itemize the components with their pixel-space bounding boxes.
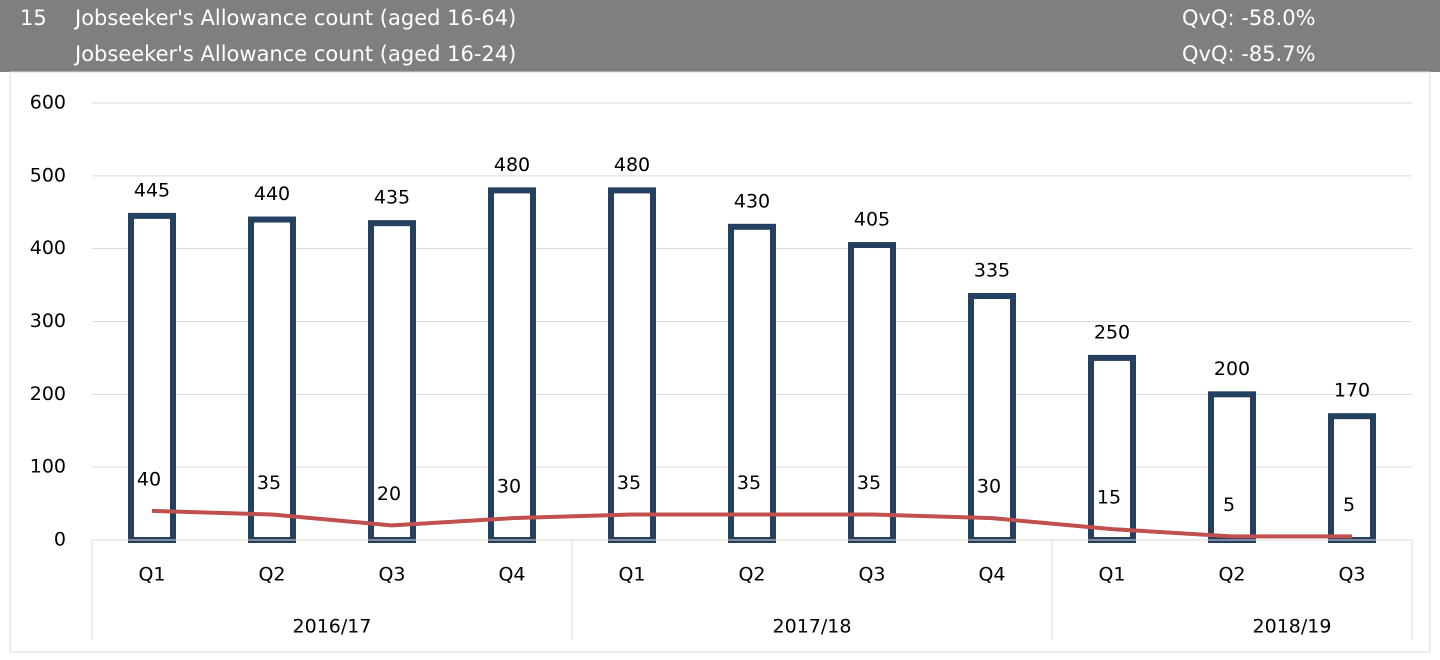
x-tick-label: Q2 bbox=[738, 564, 765, 586]
x-tick-label: Q1 bbox=[1098, 564, 1125, 586]
header-bar bbox=[0, 0, 1440, 72]
y-tick-label: 300 bbox=[30, 310, 66, 332]
header: 15 Jobseeker's Allowance count (aged 16-… bbox=[20, 6, 1316, 66]
bar bbox=[488, 187, 536, 543]
x-tick-label: Q1 bbox=[138, 564, 165, 586]
bar bbox=[848, 242, 896, 543]
line-label: 20 bbox=[377, 483, 401, 505]
line bbox=[151, 508, 1352, 539]
line-label: 30 bbox=[497, 476, 521, 498]
bar-label: 445 bbox=[134, 179, 170, 201]
y-tick-label: 200 bbox=[30, 383, 66, 405]
line-label: 35 bbox=[857, 472, 881, 494]
x-tick-label: Q3 bbox=[1338, 564, 1365, 586]
group-label: 2017/18 bbox=[773, 616, 852, 638]
y-tick-label: 0 bbox=[54, 529, 66, 551]
line-label: 35 bbox=[257, 472, 281, 494]
bar-label: 440 bbox=[254, 183, 290, 205]
header-change: QvQ: -85.7% bbox=[1182, 42, 1316, 66]
bar-label: 435 bbox=[374, 187, 410, 209]
chart-border bbox=[9, 71, 1431, 653]
header-label: Jobseeker's Allowance count (aged 16-64) bbox=[73, 6, 516, 30]
y-tick-label: 600 bbox=[30, 92, 66, 114]
bar-label: 480 bbox=[494, 154, 530, 176]
bar bbox=[128, 212, 176, 543]
line-label: 15 bbox=[1097, 487, 1121, 509]
x-tick-label: Q4 bbox=[978, 564, 1005, 586]
bar-label: 405 bbox=[854, 209, 890, 231]
bar bbox=[968, 293, 1016, 543]
bar-label: 480 bbox=[614, 154, 650, 176]
x-tick-label: Q2 bbox=[1218, 564, 1245, 586]
header-change: QvQ: -58.0% bbox=[1182, 6, 1316, 30]
header-label: Jobseeker's Allowance count (aged 16-24) bbox=[73, 42, 516, 66]
bar-label: 170 bbox=[1334, 380, 1370, 402]
x-tick-label: Q1 bbox=[618, 564, 645, 586]
header-number: 15 bbox=[20, 6, 47, 30]
line-label: 40 bbox=[137, 468, 161, 490]
x-tick-label: Q3 bbox=[858, 564, 885, 586]
bar-label: 250 bbox=[1094, 321, 1130, 343]
x-tick-label: Q3 bbox=[378, 564, 405, 586]
y-tick-label: 400 bbox=[30, 237, 66, 259]
bar-label: 335 bbox=[974, 260, 1010, 282]
x-tick-label: Q2 bbox=[258, 564, 285, 586]
y-tick-label: 100 bbox=[30, 456, 66, 478]
line-label: 30 bbox=[977, 476, 1001, 498]
line-label: 35 bbox=[617, 472, 641, 494]
line-label: 5 bbox=[1343, 494, 1355, 516]
x-tick-label: Q4 bbox=[498, 564, 525, 586]
bar bbox=[1208, 391, 1256, 544]
y-tick-label: 500 bbox=[30, 164, 66, 186]
bar-label: 430 bbox=[734, 190, 770, 212]
bar bbox=[1088, 354, 1136, 543]
group-label: 2018/19 bbox=[1253, 616, 1332, 638]
group-label: 2016/17 bbox=[293, 616, 372, 638]
line-label: 5 bbox=[1223, 494, 1235, 516]
line-label: 35 bbox=[737, 472, 761, 494]
bar bbox=[248, 216, 296, 544]
bar-label: 200 bbox=[1214, 358, 1250, 380]
bar bbox=[1328, 413, 1376, 543]
